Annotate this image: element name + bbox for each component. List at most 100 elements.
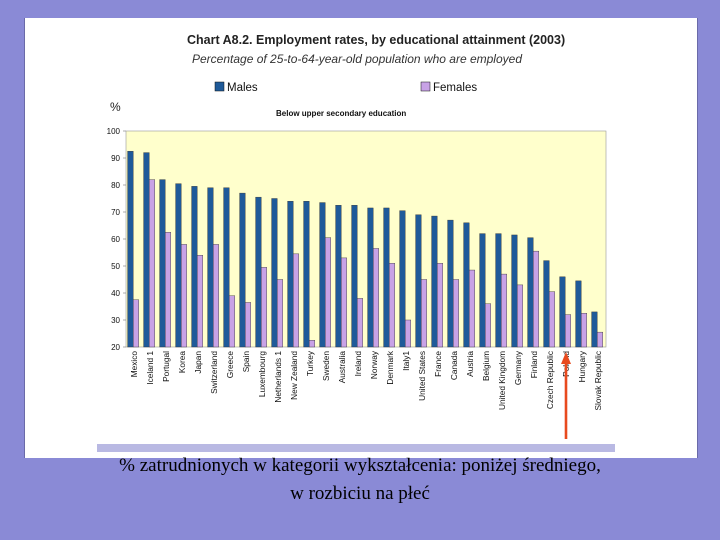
x-tick-label: Belgium	[481, 351, 491, 381]
bar-females	[373, 248, 380, 348]
y-tick-label: 80	[111, 181, 120, 190]
x-tick-label: Germany	[513, 350, 523, 385]
bar-females	[389, 263, 396, 348]
bar-males	[143, 152, 150, 348]
legend-swatch-females	[420, 81, 431, 92]
slide-frame: Chart A8.2. Employment rates, by educati…	[24, 18, 698, 458]
y-tick-label: 40	[111, 289, 120, 298]
x-tick-label: Sweden	[321, 351, 331, 381]
x-tick-label: Turkey	[305, 350, 315, 376]
x-tick-label: Slovak Republic	[593, 351, 603, 411]
caption-line-2: w rozbiciu na płeć	[290, 483, 430, 504]
x-tick-label: Mexico	[129, 351, 139, 378]
bar-males	[335, 205, 342, 348]
bar-females	[485, 303, 492, 348]
bar-males	[287, 200, 294, 348]
y-tick-label: 90	[111, 154, 120, 163]
bar-males	[367, 207, 374, 348]
bar-males	[191, 186, 198, 348]
bar-males	[399, 210, 406, 348]
bar-males	[255, 196, 262, 348]
x-tick-label: Netherlands 1	[273, 351, 283, 403]
bar-females	[133, 299, 140, 348]
x-tick-label: Switzerland	[209, 351, 219, 394]
bar-males	[479, 233, 486, 348]
y-tick-label: 30	[111, 316, 120, 325]
bar-females	[517, 284, 524, 348]
x-tick-label: Italy1	[401, 351, 411, 371]
bar-females	[180, 244, 187, 348]
bar-females	[533, 250, 540, 348]
bar-females	[357, 298, 364, 348]
chart-subtitle: Percentage of 25-to-64-year-old populati…	[192, 52, 522, 66]
bar-males	[543, 260, 550, 348]
bar-males	[495, 233, 502, 348]
bar-males	[239, 192, 246, 348]
bar-females	[581, 313, 588, 348]
chart-panel: Chart A8.2. Employment rates, by educati…	[97, 26, 615, 444]
x-tick-label: United States	[417, 351, 427, 401]
x-tick-label: Czech Republic	[545, 351, 555, 409]
chart-bottom-strip	[97, 444, 615, 452]
bar-females	[405, 319, 412, 348]
bar-males	[175, 183, 182, 348]
bar-females	[292, 253, 299, 348]
slide-caption: % zatrudnionych w kategorii wykształceni…	[0, 452, 720, 508]
bar-males	[223, 187, 230, 348]
bar-males	[303, 200, 310, 348]
bar-males	[575, 280, 582, 348]
employment-rate-chart: Chart A8.2. Employment rates, by educati…	[107, 33, 607, 439]
x-tick-label: Spain	[241, 351, 251, 373]
bar-males	[271, 198, 278, 348]
bar-males	[447, 219, 454, 348]
x-tick-label: Iceland 1	[145, 351, 155, 385]
x-tick-label: New Zealand	[289, 351, 299, 400]
x-tick-label: United Kingdom	[497, 351, 507, 410]
bar-females	[437, 263, 444, 348]
bar-females	[196, 254, 203, 348]
bar-females	[421, 279, 428, 348]
y-tick-label: 50	[111, 262, 120, 271]
x-tick-label: Denmark	[385, 350, 395, 385]
x-tick-label: Norway	[369, 350, 379, 379]
bar-males	[415, 214, 422, 348]
y-tick-label: 20	[111, 343, 120, 352]
bar-males	[463, 222, 470, 348]
legend-label-males: Males	[227, 82, 258, 94]
x-tick-label: Japan	[193, 351, 203, 374]
y-tick-label: 70	[111, 208, 120, 217]
bar-males	[591, 311, 598, 348]
y-axis-label: %	[110, 100, 121, 114]
bar-females	[501, 273, 508, 348]
x-tick-label: Austria	[465, 351, 475, 377]
y-tick-label: 100	[107, 127, 121, 136]
bar-females	[228, 295, 235, 348]
bar-females	[164, 232, 171, 348]
bar-females	[469, 269, 476, 348]
bar-females	[324, 237, 331, 348]
x-tick-label: Greece	[225, 351, 235, 379]
x-tick-label: Australia	[337, 351, 347, 384]
x-tick-label: Ireland	[353, 351, 363, 377]
bar-females	[212, 244, 219, 348]
x-tick-label: Korea	[177, 351, 187, 374]
bar-males	[383, 207, 390, 348]
bar-females	[244, 302, 251, 348]
chart-title: Chart A8.2. Employment rates, by educati…	[187, 33, 565, 47]
bar-females	[276, 279, 283, 348]
bar-females	[597, 331, 604, 348]
y-tick-label: 60	[111, 235, 120, 244]
bar-females	[340, 257, 347, 348]
bar-males	[319, 202, 326, 348]
highlight-arrow-head	[561, 352, 571, 364]
bar-males	[527, 237, 534, 348]
bar-females	[260, 267, 267, 348]
bar-females	[308, 340, 315, 348]
bar-males	[159, 179, 166, 348]
legend-label-females: Females	[433, 82, 477, 94]
bar-females	[549, 291, 556, 348]
x-tick-label: Portugal	[161, 351, 171, 382]
plot-area	[125, 130, 607, 348]
x-tick-label: Finland	[529, 351, 539, 379]
legend-swatch-males	[214, 81, 225, 92]
